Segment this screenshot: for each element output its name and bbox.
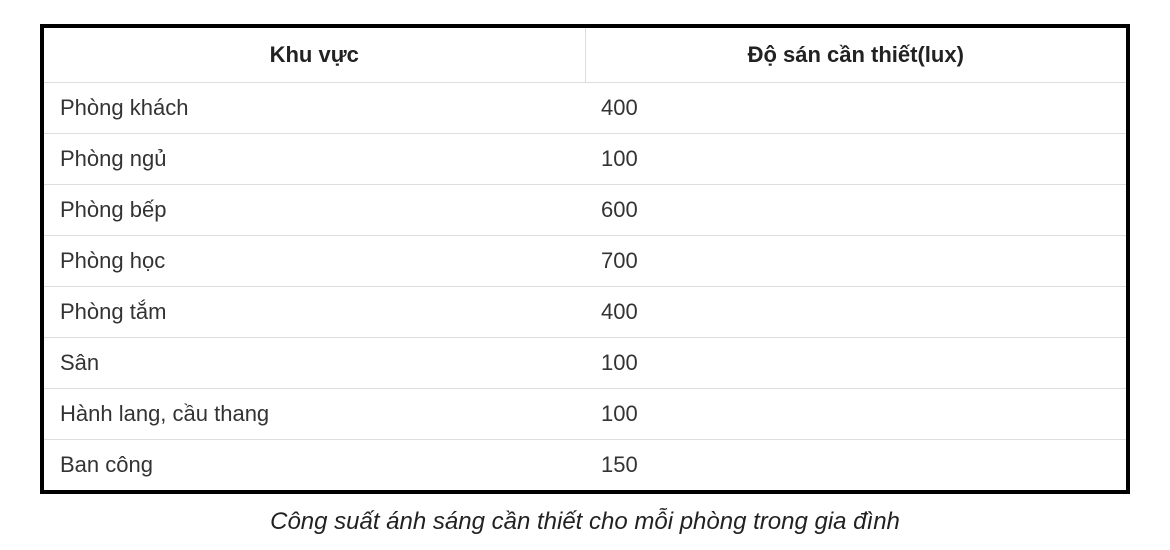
cell-area: Ban công: [42, 440, 585, 493]
table-row: Hành lang, cầu thang 100: [42, 389, 1128, 440]
cell-value: 700: [585, 236, 1128, 287]
table-row: Phòng bếp 600: [42, 185, 1128, 236]
table-row: Phòng khách 400: [42, 83, 1128, 134]
table-row: Sân 100: [42, 338, 1128, 389]
table-head: Khu vực Độ sán cần thiết(lux): [42, 26, 1128, 83]
page-container: Khu vực Độ sán cần thiết(lux) Phòng khác…: [0, 0, 1170, 536]
cell-area: Phòng tắm: [42, 287, 585, 338]
table-row: Phòng tắm 400: [42, 287, 1128, 338]
column-header-value: Độ sán cần thiết(lux): [585, 26, 1128, 83]
cell-value: 150: [585, 440, 1128, 493]
cell-value: 100: [585, 389, 1128, 440]
lux-table: Khu vực Độ sán cần thiết(lux) Phòng khác…: [40, 24, 1130, 494]
table-header-row: Khu vực Độ sán cần thiết(lux): [42, 26, 1128, 83]
cell-area: Phòng khách: [42, 83, 585, 134]
column-header-area: Khu vực: [42, 26, 585, 83]
cell-area: Phòng học: [42, 236, 585, 287]
cell-value: 100: [585, 338, 1128, 389]
table-row: Phòng học 700: [42, 236, 1128, 287]
cell-area: Phòng bếp: [42, 185, 585, 236]
cell-area: Sân: [42, 338, 585, 389]
cell-area: Hành lang, cầu thang: [42, 389, 585, 440]
cell-value: 400: [585, 83, 1128, 134]
cell-value: 600: [585, 185, 1128, 236]
cell-value: 100: [585, 134, 1128, 185]
table-body: Phòng khách 400 Phòng ngủ 100 Phòng bếp …: [42, 83, 1128, 493]
cell-area: Phòng ngủ: [42, 134, 585, 185]
table-row: Ban công 150: [42, 440, 1128, 493]
table-caption: Công suất ánh sáng cần thiết cho mỗi phò…: [40, 508, 1130, 536]
table-row: Phòng ngủ 100: [42, 134, 1128, 185]
cell-value: 400: [585, 287, 1128, 338]
